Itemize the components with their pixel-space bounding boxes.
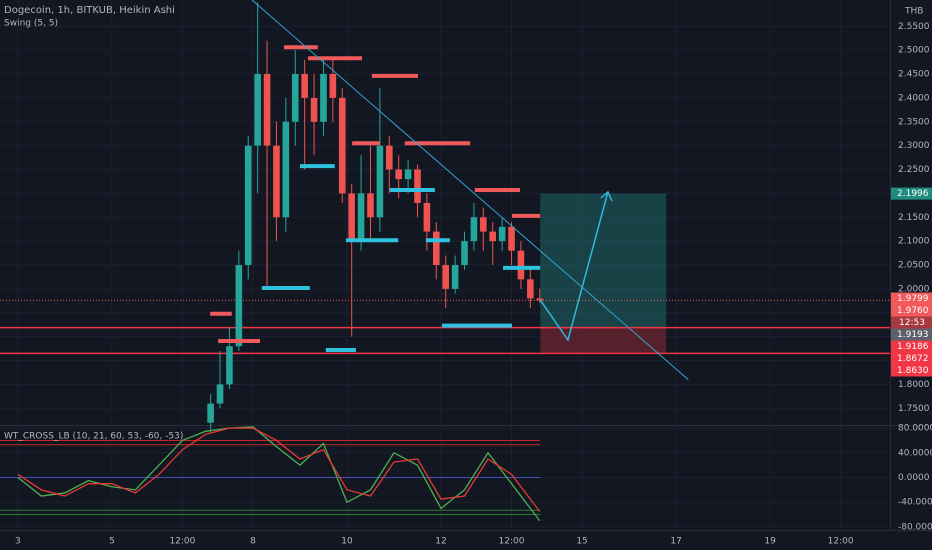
candle-body xyxy=(216,384,224,404)
x-tick-label: 17 xyxy=(670,537,681,547)
y-tick-label: 2.5500 xyxy=(898,22,930,32)
candle-body xyxy=(263,74,271,146)
x-tick-label: 12 xyxy=(435,537,446,547)
candle-body xyxy=(310,97,318,122)
y-tick-label: -40.0000 xyxy=(898,498,932,508)
price-label-bg xyxy=(891,352,932,365)
forecast-path xyxy=(539,191,609,342)
y-tick-label: 2.3500 xyxy=(898,117,930,127)
x-tick-label: 5 xyxy=(109,537,115,547)
candle-body xyxy=(357,193,365,242)
candle-body xyxy=(320,74,327,122)
candle-body xyxy=(508,226,515,251)
candle-body xyxy=(536,298,544,301)
x-tick-label: 15 xyxy=(576,537,587,547)
y-tick-label: 2.1000 xyxy=(898,237,930,247)
candle-body xyxy=(527,279,534,299)
price-label: 2.1996 xyxy=(897,189,929,199)
candle-body xyxy=(376,145,384,218)
countdown: 12:53 xyxy=(899,318,925,328)
price-label: 1.8672 xyxy=(897,354,929,364)
x-tick-label: 19 xyxy=(764,537,776,547)
price-label: 1.8630 xyxy=(897,366,929,376)
price-label: 1.9193 xyxy=(897,330,929,340)
candle-body xyxy=(480,217,487,232)
candle-body xyxy=(282,121,290,218)
indicator-name: Swing (5, 5) xyxy=(4,19,58,29)
y-tick-label: 2.4500 xyxy=(898,70,930,80)
candle-body xyxy=(348,193,355,242)
y-tick-label: 2.5000 xyxy=(898,46,930,56)
y-tick-label: 2.4000 xyxy=(898,93,930,103)
indicator-line xyxy=(17,427,541,512)
x-tick-label: 12:00 xyxy=(828,537,854,547)
price-label-bg xyxy=(891,292,932,305)
candle-body xyxy=(423,202,431,232)
candle-body xyxy=(244,145,252,266)
y-tick-label: 80.0000 xyxy=(898,424,932,434)
candle-body xyxy=(451,265,459,289)
x-tick-label: 12:00 xyxy=(169,537,195,547)
y-tick-label: 40.0000 xyxy=(898,448,932,458)
y-tick-label: 2.2500 xyxy=(898,165,930,175)
y-tick-label: 2.1500 xyxy=(898,213,930,223)
candle-body xyxy=(367,193,374,218)
y-tick-label: 2.0500 xyxy=(898,261,930,271)
x-tick-label: 10 xyxy=(341,537,353,547)
stop-zone xyxy=(540,327,667,354)
candle-body xyxy=(498,226,506,242)
price-label-bg xyxy=(891,304,932,317)
candle-body xyxy=(226,346,233,385)
candle-body xyxy=(395,169,402,180)
price-label: 1.9186 xyxy=(897,342,929,352)
candle-body xyxy=(404,169,412,180)
candle-body xyxy=(461,241,468,266)
x-tick-label: 8 xyxy=(250,537,256,547)
price-label-bg xyxy=(891,187,932,200)
currency: THB xyxy=(904,7,923,17)
chart-title: Dogecoin, 1h, BITKUB, Heikin Ashi xyxy=(4,5,175,16)
price-label-bg xyxy=(891,364,932,377)
target-zone xyxy=(540,193,667,328)
candle-body xyxy=(329,74,337,98)
y-tick-label: 2.0000 xyxy=(898,284,930,294)
candle-body xyxy=(517,250,525,280)
candle-body xyxy=(291,74,299,122)
candle-body xyxy=(433,231,440,266)
candle-body xyxy=(442,265,449,289)
y-tick-label: 1.8000 xyxy=(898,380,930,390)
candle-body xyxy=(414,169,421,203)
candle-body xyxy=(338,97,346,194)
price-label: 1.9799 xyxy=(897,294,929,304)
indicator-line xyxy=(17,426,541,522)
candle-body xyxy=(301,74,308,98)
x-tick-label: 12:00 xyxy=(499,537,525,547)
y-tick-label: 2.3000 xyxy=(898,141,930,151)
candle-body xyxy=(470,217,478,242)
candle-body xyxy=(385,145,393,170)
candle-body xyxy=(273,145,280,218)
price-label: 1.9760 xyxy=(897,306,929,316)
candle-body xyxy=(489,231,497,242)
price-label-bg xyxy=(891,340,932,353)
countdown-bg xyxy=(891,316,932,329)
indicator-title: WT_CROSS_LB (10, 21, 60, 53, -60, -53) xyxy=(4,432,183,442)
y-tick-label: 1.7500 xyxy=(898,404,930,414)
price-label-bg xyxy=(891,328,932,341)
candle-body xyxy=(207,403,214,423)
y-tick-label: 0.0000 xyxy=(898,473,930,483)
candle-body xyxy=(235,265,243,347)
trendline xyxy=(251,0,689,381)
forecast-arrowhead xyxy=(600,190,613,202)
x-tick-label: 3 xyxy=(15,537,21,547)
y-tick-label: -80.0000 xyxy=(898,522,932,532)
candle-body xyxy=(254,74,261,146)
